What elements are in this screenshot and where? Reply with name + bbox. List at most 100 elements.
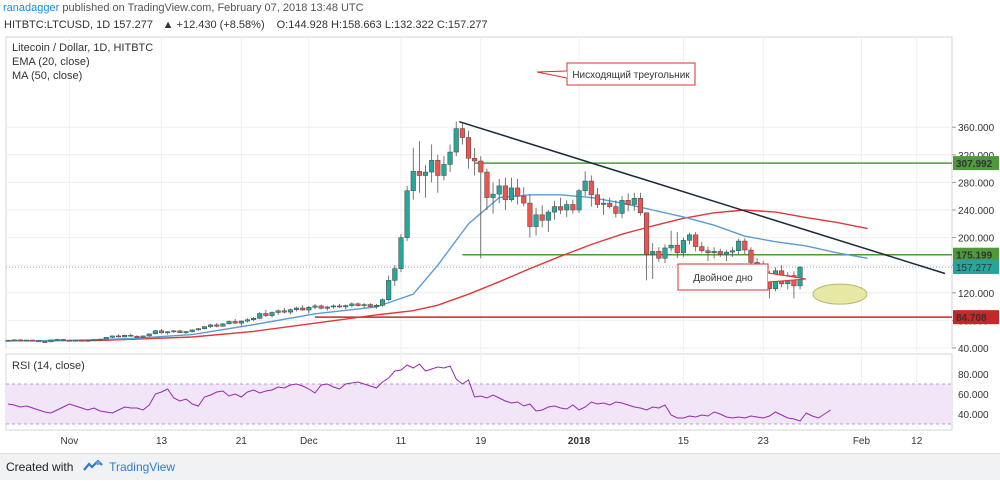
y-tick-label: 120.000 — [958, 289, 995, 300]
candle-body — [251, 318, 257, 320]
last-price-label: 157.277 — [956, 263, 993, 274]
candle-body — [521, 195, 527, 204]
candle-body — [447, 151, 453, 165]
candle-body — [551, 206, 558, 213]
candle-body — [244, 319, 251, 322]
y-tick-label: 240.000 — [958, 206, 995, 217]
candle-body — [146, 333, 152, 337]
x-tick-label: 23 — [758, 436, 770, 447]
candle-body — [330, 305, 336, 308]
candle-body — [171, 330, 177, 333]
candle-body — [637, 198, 643, 214]
candle-body — [686, 234, 693, 241]
candle-body — [711, 251, 717, 254]
candle-body — [281, 310, 287, 313]
candle-body — [232, 321, 238, 324]
candle-body — [656, 251, 662, 259]
candle-body — [508, 187, 515, 200]
candle-body — [791, 275, 797, 287]
candle-body — [588, 180, 594, 196]
candle-body — [337, 305, 343, 308]
candle-body — [300, 307, 306, 311]
footer: Created with TradingView — [0, 453, 1000, 480]
candle-body — [422, 171, 429, 176]
candle-body — [324, 306, 330, 309]
author-link[interactable]: ranadagger — [3, 2, 60, 14]
x-tick-label: Nov — [61, 436, 79, 447]
candle-body — [465, 137, 472, 159]
price-chart[interactable]: HITBTC:LTCUSD, 1D 157.277 ▲ +12.430 (+8.… — [0, 0, 1000, 453]
x-tick-label: 21 — [236, 436, 248, 447]
candle-body — [238, 320, 244, 324]
candle-body — [91, 339, 97, 342]
candle-body — [355, 303, 361, 306]
candle-body — [269, 312, 275, 316]
candle-body — [349, 303, 355, 306]
candle-body — [134, 336, 140, 338]
change-text: ▲ +12.430 (+8.58%) — [163, 19, 265, 31]
candle-body — [5, 340, 11, 342]
candle-body — [748, 249, 754, 263]
candle-body — [263, 313, 269, 316]
candle-body — [201, 326, 208, 329]
candle-body — [582, 180, 588, 191]
candle-body — [429, 160, 435, 173]
annotation-box — [677, 263, 769, 291]
ema20-line — [7, 194, 868, 342]
candle-body — [361, 304, 367, 306]
candle-body — [85, 340, 91, 342]
legend-ma: MA (50, close) — [12, 70, 82, 82]
x-tick-label: 13 — [156, 436, 168, 447]
candle-body — [72, 339, 79, 342]
candle-body — [287, 309, 293, 313]
candle-body — [558, 206, 564, 211]
candle-body — [79, 339, 85, 342]
candle-body — [453, 128, 459, 153]
chart-title: Litecoin / Dollar, 1D, HITBTC — [12, 42, 153, 54]
candle-body — [103, 337, 109, 340]
published-text: published on TradingView.com, February 0… — [62, 2, 364, 14]
tradingview-logo-icon — [82, 455, 103, 481]
candle-body — [379, 299, 386, 306]
candle-body — [214, 324, 220, 327]
candle-body — [367, 304, 373, 307]
candle-body — [601, 202, 607, 205]
rsi-line — [7, 363, 832, 422]
candle-body — [306, 307, 312, 311]
annotation-double-bottom: Двойное дно — [693, 273, 753, 284]
candle-body — [11, 339, 17, 342]
candle-body — [680, 240, 686, 254]
candle-body — [472, 158, 478, 162]
candle-body — [66, 340, 72, 342]
candle-body — [576, 190, 582, 211]
candle-body — [674, 244, 680, 254]
candle-body — [484, 171, 490, 198]
annotation-pointer — [767, 272, 807, 283]
candle-body — [115, 335, 122, 338]
candle-body — [410, 171, 416, 191]
candle-body — [36, 340, 42, 343]
candle-body — [594, 194, 600, 205]
candle-body — [650, 251, 656, 255]
candle-body — [742, 240, 748, 251]
candle-body — [23, 339, 29, 342]
candle-body — [312, 305, 318, 308]
candle-body — [490, 193, 496, 198]
price-level-label: 175.199 — [956, 251, 993, 262]
annotation-descending-triangle: Нисходящий треугольник — [572, 70, 690, 81]
x-tick-label: 11 — [396, 436, 407, 447]
candle-body — [318, 305, 324, 309]
ohlc-text: O:144.928 H:158.663 L:132.322 C:157.277 — [277, 19, 488, 31]
candle-body — [140, 335, 146, 338]
candle-body — [693, 234, 699, 247]
tradingview-brand[interactable]: TradingView — [109, 460, 176, 474]
candle-body — [60, 339, 66, 341]
candle-body — [17, 339, 23, 342]
candle-body — [177, 330, 183, 333]
candle-body — [607, 202, 613, 207]
double-bottom-ellipse — [812, 283, 868, 305]
x-tick-label: 19 — [475, 436, 487, 447]
candle-body — [539, 214, 545, 221]
candle-body — [275, 310, 281, 313]
last-price-tag — [953, 260, 999, 275]
